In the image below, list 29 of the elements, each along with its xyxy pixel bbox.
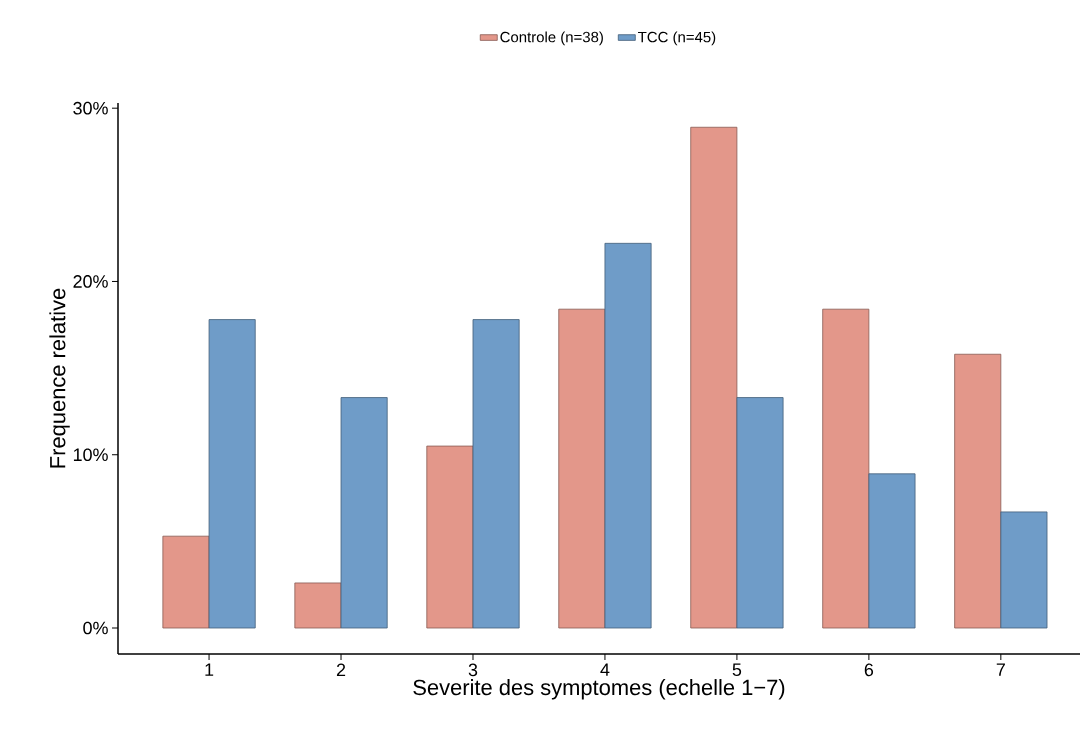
y-tick-label: 30% — [73, 101, 108, 115]
x-tick-label: 4 — [600, 663, 610, 676]
y-tick-label: 20% — [73, 275, 108, 288]
legend-label: TCC (n=45) — [638, 31, 716, 46]
bar — [954, 353, 1002, 629]
bar — [1000, 511, 1048, 629]
bar — [690, 126, 738, 629]
bar — [294, 582, 342, 629]
bar — [472, 319, 520, 629]
bar — [162, 535, 210, 629]
y-tick-label: 0% — [83, 621, 108, 635]
x-tick-label: 7 — [996, 663, 1005, 676]
bar — [426, 445, 474, 629]
bar — [868, 473, 916, 629]
bar — [558, 308, 606, 629]
bar — [736, 397, 784, 629]
legend-label: Controle (n=38) — [500, 31, 603, 46]
x-axis-title: Severite des symptomes (echelle 1−7) — [413, 679, 785, 700]
x-tick-label: 5 — [732, 663, 742, 677]
bar — [604, 242, 652, 629]
x-tick-label: 2 — [336, 663, 346, 677]
y-tick-label: 10% — [73, 448, 108, 462]
x-tick-label: 1 — [205, 663, 214, 676]
bar — [822, 308, 870, 629]
bar — [340, 397, 388, 629]
bar — [208, 319, 256, 629]
y-axis-title: Frequence relative — [49, 288, 70, 468]
x-tick-label: 3 — [468, 663, 478, 677]
x-tick-label: 6 — [864, 663, 874, 677]
